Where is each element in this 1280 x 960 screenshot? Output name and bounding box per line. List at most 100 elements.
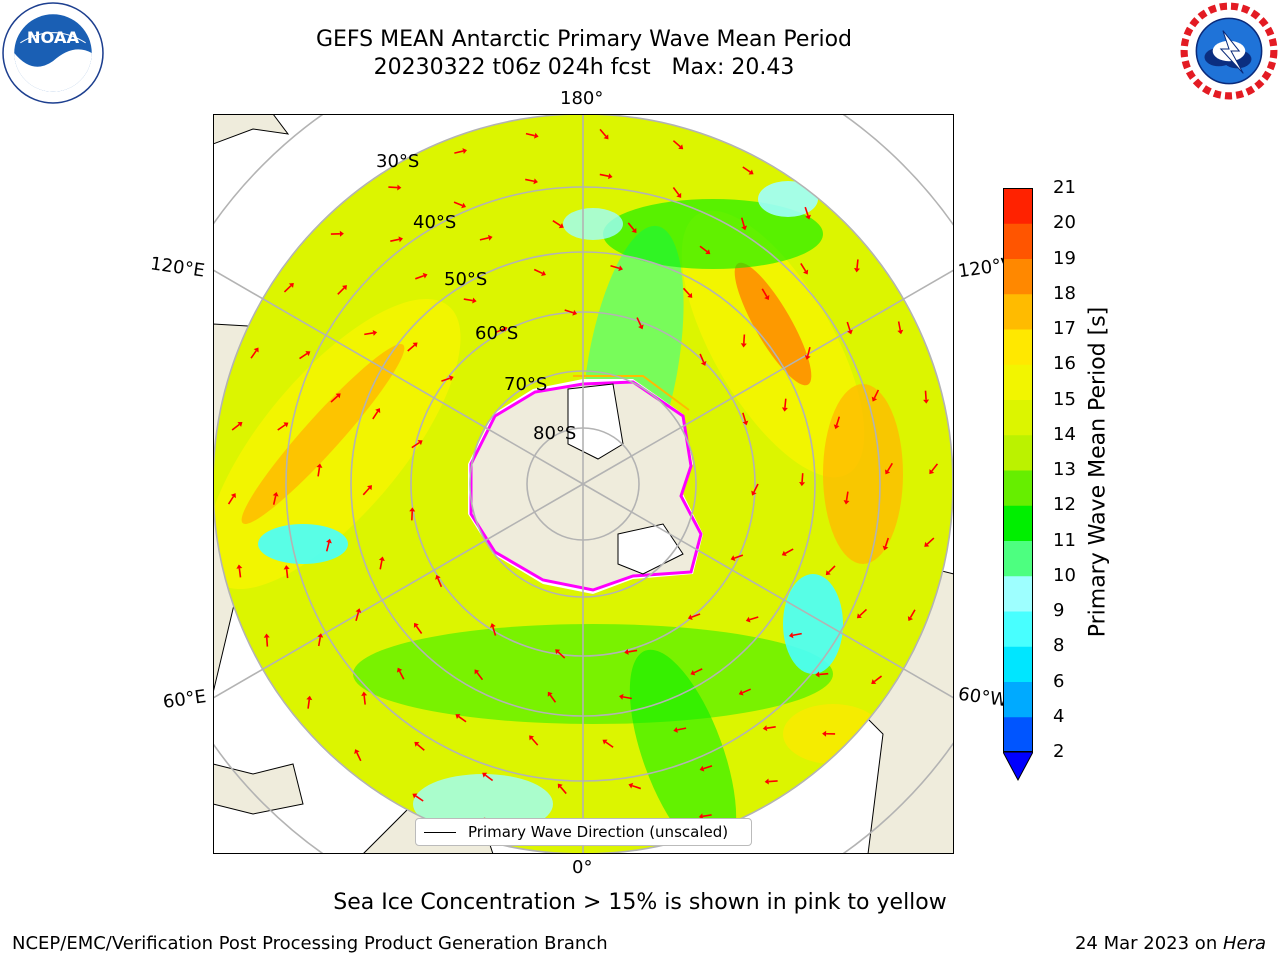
wave-arrow-head xyxy=(306,695,313,701)
colorbar-segment xyxy=(1003,223,1033,259)
wave-arrow-shaft xyxy=(753,483,759,493)
wave-arrow-shaft xyxy=(835,416,841,426)
wave-arrow-shaft xyxy=(525,178,535,183)
wave-arrow-head xyxy=(745,616,751,623)
wave-arrow-head xyxy=(882,545,889,551)
lon-label-60w: 60°W xyxy=(956,683,1009,712)
wave-arrow-shaft xyxy=(337,287,345,295)
wave-arrow-shaft xyxy=(699,353,705,363)
wave-arrow-head xyxy=(529,735,535,741)
colorbar-tick-label: 13 xyxy=(1053,459,1076,480)
wave-arrow-shaft xyxy=(437,578,443,588)
wave-arrow-head xyxy=(687,614,693,620)
legend-line-swatch xyxy=(424,832,456,833)
lat-label-40s: 40°S xyxy=(413,212,457,233)
legend-label: Primary Wave Direction (unscaled) xyxy=(468,823,729,841)
wave-arrow-head xyxy=(762,725,768,732)
wave-arrow-shaft xyxy=(804,206,809,216)
wave-arrow-shaft xyxy=(531,737,539,746)
wave-arrow-head xyxy=(272,491,279,497)
wave-arrow-shaft xyxy=(299,352,308,360)
wave-arrow-shaft xyxy=(742,412,747,422)
wave-arrow-head xyxy=(618,265,624,272)
wave-arrow-shaft xyxy=(458,715,467,723)
lat-label-70s: 70°S xyxy=(504,374,548,395)
wave-arrow-head xyxy=(474,669,480,675)
lon-label-60e: 60°E xyxy=(161,686,208,713)
wave-arrow-head xyxy=(833,424,840,430)
wave-arrow-head xyxy=(751,490,757,496)
wave-arrow-head xyxy=(472,297,477,304)
wave-arrow-head xyxy=(748,169,754,175)
svg-text:NOAA: NOAA xyxy=(27,28,80,47)
colorbar-tick-label: 4 xyxy=(1053,705,1065,727)
wave-arrow-shaft xyxy=(325,542,330,552)
wave-arrow-head xyxy=(741,225,748,231)
wave-arrow-shaft xyxy=(819,672,829,676)
colorbar-segment xyxy=(1003,188,1033,224)
wave-arrow-head xyxy=(631,227,637,233)
wave-arrow-shaft xyxy=(699,245,708,253)
wave-arrow-shaft xyxy=(761,288,768,297)
colorbar-segment xyxy=(1003,611,1033,647)
colorbar-tick-label: 12 xyxy=(1053,494,1076,516)
wave-arrow-head xyxy=(339,230,344,237)
wave-arrow-shaft xyxy=(484,774,494,782)
wave-arrow-head xyxy=(557,783,563,789)
wave-arrow-shaft xyxy=(453,201,463,207)
wave-arrow-shaft xyxy=(552,220,561,227)
wave-arrow-shaft xyxy=(355,611,360,622)
wave-arrow-head xyxy=(804,355,811,360)
wave-arrow-head xyxy=(558,223,564,229)
wave-arrow-shaft xyxy=(476,672,484,681)
wave-arrow-shaft xyxy=(379,560,383,570)
wave-arrow-shaft xyxy=(873,675,883,683)
colorbar-tick-label: 6 xyxy=(1053,670,1065,692)
wave-arrow-head xyxy=(628,782,634,789)
wave-arrow-shaft xyxy=(749,616,759,621)
wave-arrow-shaft xyxy=(691,613,701,618)
wave-arrow-shaft xyxy=(800,263,807,272)
wave-arrow-shaft xyxy=(628,649,638,653)
wave-arrow-head xyxy=(907,616,914,622)
lon-label-120e: 120°E xyxy=(148,253,206,282)
wave-arrow-shaft xyxy=(845,491,849,501)
wave-arrow-shaft xyxy=(828,565,836,573)
wave-arrow-shaft xyxy=(886,462,893,472)
wave-arrow-shaft xyxy=(742,166,751,173)
wave-arrow-head xyxy=(230,493,236,499)
wave-arrow-head xyxy=(764,778,769,785)
wave-arrow-shaft xyxy=(924,390,927,400)
chart-title-block: GEFS MEAN Antarctic Primary Wave Mean Pe… xyxy=(0,26,1168,82)
wave-arrow-shaft xyxy=(873,389,880,399)
wave-arrow-shaft xyxy=(416,743,425,751)
wave-arrow-head xyxy=(638,324,644,330)
wave-arrow-head xyxy=(843,500,850,505)
polar-map xyxy=(213,114,954,854)
wave-arrow-shaft xyxy=(415,274,425,280)
wave-arrow-shaft xyxy=(846,321,851,331)
wave-arrow-head xyxy=(414,741,420,747)
credit-system: Hera xyxy=(1222,933,1266,954)
colorbar-segment xyxy=(1003,258,1033,295)
wave-arrow-shaft xyxy=(742,688,752,694)
wave-arrow-head xyxy=(361,691,368,696)
wave-arrow-head xyxy=(372,329,378,336)
wave-arrow-shaft xyxy=(533,268,543,275)
land-madagascar xyxy=(213,763,304,815)
wave-arrow-shaft xyxy=(525,132,535,137)
wave-arrow-head xyxy=(263,633,270,638)
wave-arrow-shaft xyxy=(363,695,366,705)
wave-arrow-head xyxy=(572,309,578,316)
wave-arrow-head xyxy=(355,608,362,613)
wave-arrow-head xyxy=(608,173,613,180)
wave-arrow-shaft xyxy=(356,752,362,762)
credit-date: 24 Mar 2023 on Hera xyxy=(1075,933,1266,954)
wave-arrow-shaft xyxy=(784,548,794,555)
lon-label-0: 0° xyxy=(572,857,593,878)
wave-arrow-head xyxy=(422,272,428,279)
wave-arrow-head xyxy=(398,236,404,243)
wave-arrow-shaft xyxy=(362,487,370,496)
wave-arrow-shaft xyxy=(627,222,635,231)
wave-arrow-head xyxy=(534,132,539,139)
